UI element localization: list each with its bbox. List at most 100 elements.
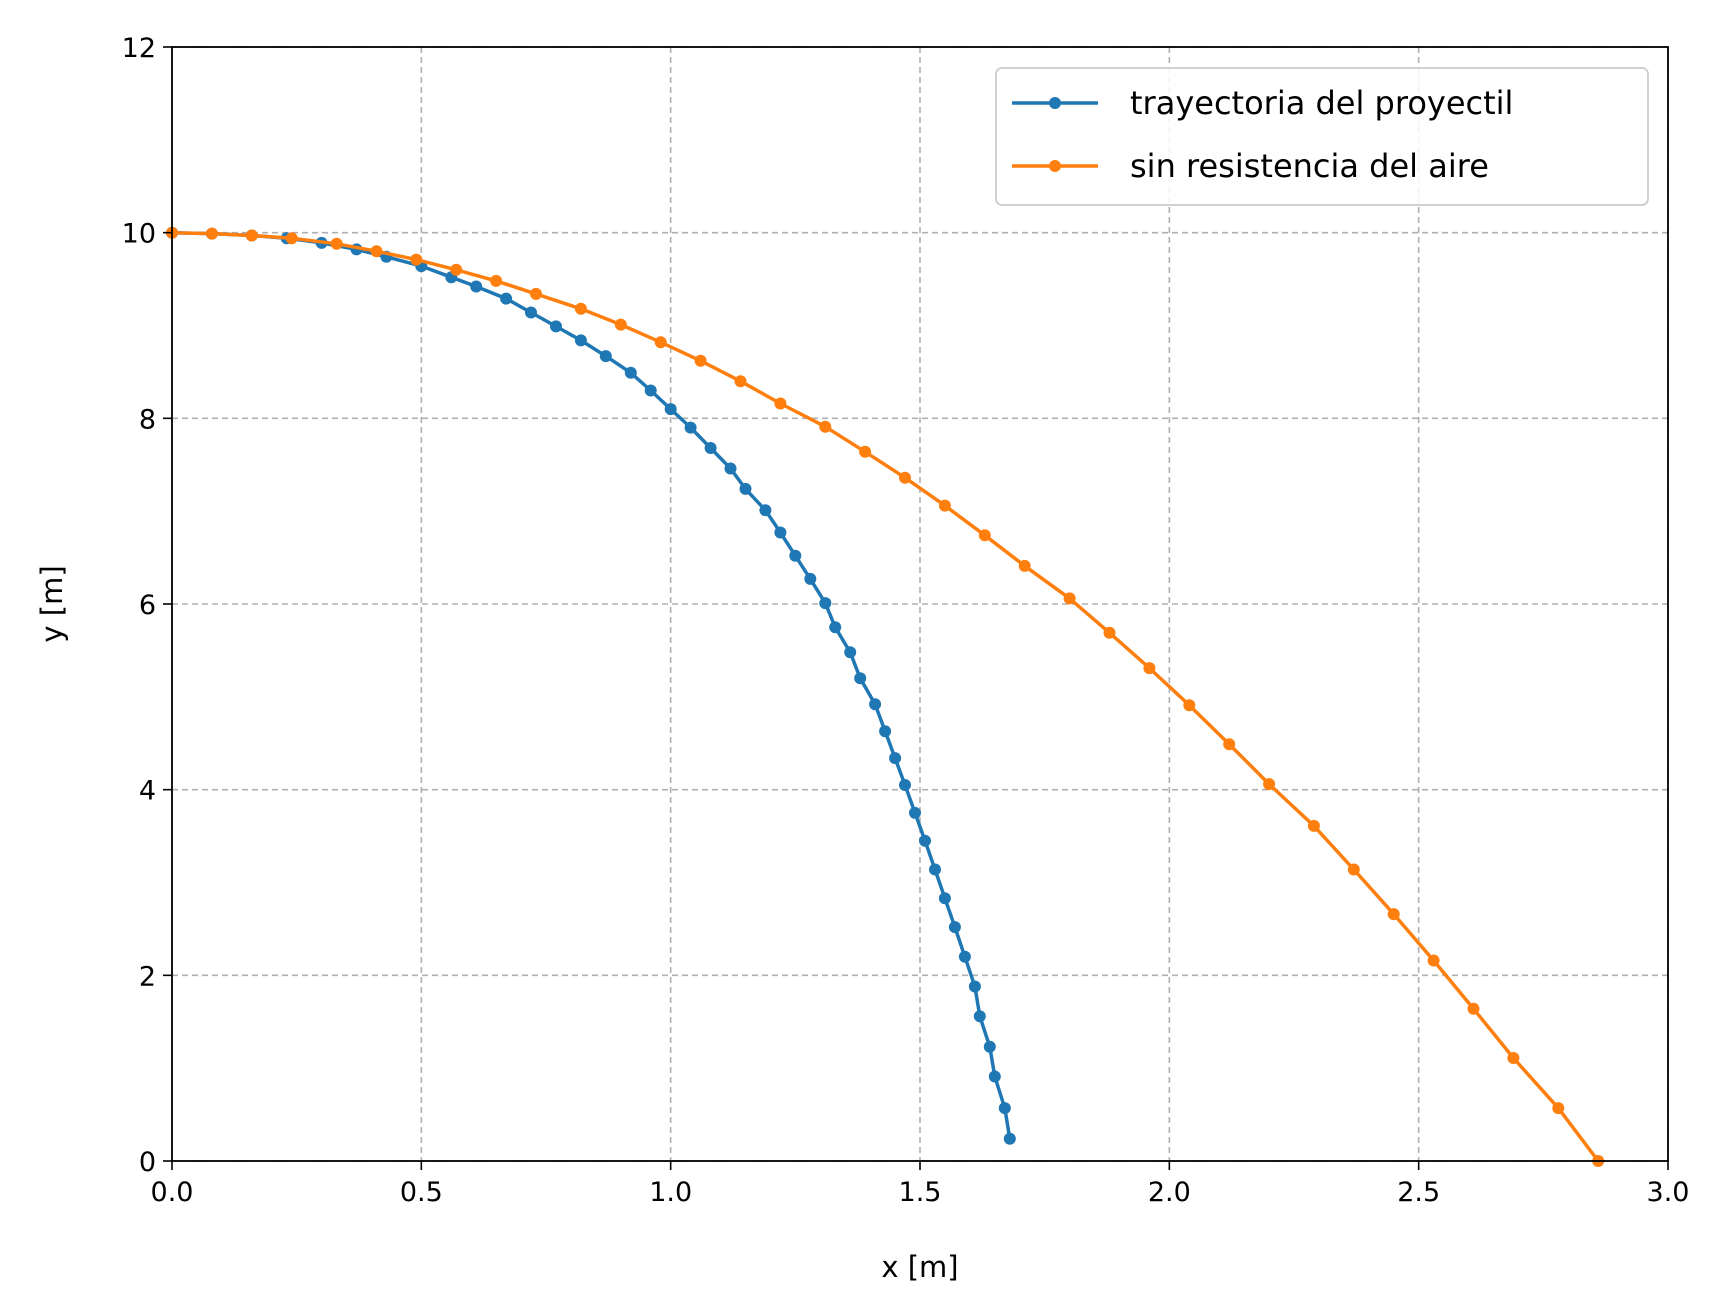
series-2-point [1183,699,1196,712]
legend: trayectoria del proyectil sin resistenci… [995,67,1649,206]
legend-label-series-2: sin resistencia del aire [1130,147,1489,185]
series-2-point [654,336,667,349]
series-2-point [694,354,707,367]
series-1-point [774,526,787,539]
series-2-point [205,227,218,240]
series-1-point [938,892,951,905]
series-2 [166,226,1605,1167]
series-2-point [450,263,463,276]
series-2-point [938,499,951,512]
series-2-point [734,375,747,388]
series-1-point [869,698,882,711]
series-2-point [574,302,587,315]
series-1-point [854,672,867,685]
series-2-point [330,237,343,250]
y-tick-label: 0 [139,1147,156,1178]
y-tick-label: 6 [139,590,156,621]
series-2-point [1387,908,1400,921]
series-1-point [829,621,842,634]
series-1-point [644,384,657,397]
series-1-point [739,482,752,495]
series-1-point [574,334,587,347]
legend-box [995,67,1649,206]
series-1-point [929,863,941,876]
series-1-point [759,504,772,517]
x-tick-label: 0.0 [151,1177,194,1208]
series-1-point [624,366,637,379]
series-2-point [1103,626,1116,639]
series-1-point [958,950,971,963]
x-tick-label: 2.0 [1148,1177,1191,1208]
series-2-point [245,229,258,242]
series-1-point [684,421,697,434]
series-2-point [285,232,298,245]
x-axis-label: x [m] [881,1250,958,1284]
series-2-point [1467,1002,1480,1015]
series-2-point [530,287,542,300]
series-1-point [919,834,931,847]
series-1-point [973,1010,986,1023]
x-tick-label: 0.5 [400,1177,443,1208]
y-tick-label: 2 [139,961,156,992]
series-1-point [909,806,921,819]
series-1-point [968,980,981,993]
legend-marker-series-2 [1049,160,1061,172]
x-tick-label: 1.5 [899,1177,942,1208]
series-2-point [614,318,627,331]
y-tick-label: 10 [122,219,156,250]
series-layer [166,226,1605,1167]
x-tick-label: 1.0 [649,1177,692,1208]
series-2-point [370,245,383,258]
series-1-point [899,779,911,791]
series-2-point [1143,662,1156,675]
series-1-point [844,646,857,659]
series-1-point [1003,1132,1016,1145]
series-1-point [599,350,612,363]
series-2-line [171,230,1600,1163]
series-1-point [804,572,817,585]
series-2-point [1263,778,1276,791]
ticks: 0.0 0.5 1.0 1.5 2.0 2.5 3.0 0 2 4 6 8 10 12 [122,33,1690,1208]
series-1-point [724,462,737,475]
series-1-line [171,230,1012,1139]
series-1-point [998,1102,1011,1115]
series-1-point [819,597,832,610]
series-2-point [1018,559,1031,572]
series-2-point [859,445,872,458]
series-2-point [899,471,911,484]
series-1-point [879,725,892,738]
series-2-point [410,253,423,266]
series-2-point [774,397,787,410]
legend-label-series-1: trayectoria del proyectil [1130,84,1513,122]
series-2-point [819,420,832,433]
y-tick-label: 12 [122,33,156,64]
series-2-point [490,274,503,287]
y-tick-label: 8 [139,404,156,435]
series-2-point [978,529,991,542]
series-1-point [500,292,513,305]
series-1-point [550,320,562,333]
series-1-point [704,442,717,454]
series-2-point [1223,738,1236,751]
series-2-point [1552,1102,1565,1115]
series-1-point [988,1070,1001,1083]
series-1-point [470,280,483,293]
series-2-point [1063,592,1076,605]
series-1-point [889,752,902,765]
y-axis-label: y [m] [35,565,69,642]
series-1-point [948,921,961,934]
series-2-point [1507,1052,1520,1064]
y-tick-label: 4 [139,776,156,807]
x-tick-label: 3.0 [1647,1177,1690,1208]
legend-marker-series-1 [1049,97,1061,109]
series-1-point [983,1040,996,1053]
series-1-point [664,403,677,416]
series-1-point [525,306,537,319]
x-tick-label: 2.5 [1397,1177,1440,1208]
series-1-point [789,549,802,562]
series-2-point [1307,819,1320,832]
series-2-point [1347,863,1360,876]
series-2-point [1427,954,1440,967]
